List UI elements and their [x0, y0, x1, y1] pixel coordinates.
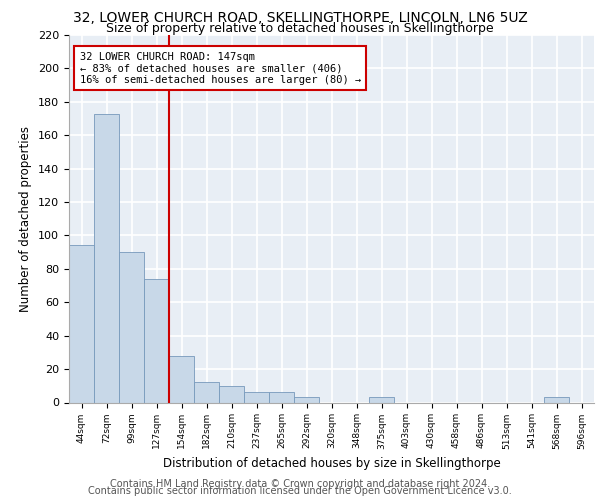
Text: 32, LOWER CHURCH ROAD, SKELLINGTHORPE, LINCOLN, LN6 5UZ: 32, LOWER CHURCH ROAD, SKELLINGTHORPE, L…: [73, 11, 527, 25]
Text: 32 LOWER CHURCH ROAD: 147sqm
← 83% of detached houses are smaller (406)
16% of s: 32 LOWER CHURCH ROAD: 147sqm ← 83% of de…: [79, 52, 361, 84]
Bar: [169, 356, 194, 403]
Bar: [244, 392, 269, 402]
Bar: [294, 398, 319, 402]
Bar: [119, 252, 144, 402]
Bar: [219, 386, 244, 402]
Text: Size of property relative to detached houses in Skellingthorpe: Size of property relative to detached ho…: [106, 22, 494, 35]
Text: Contains public sector information licensed under the Open Government Licence v3: Contains public sector information licen…: [88, 486, 512, 496]
X-axis label: Distribution of detached houses by size in Skellingthorpe: Distribution of detached houses by size …: [163, 457, 500, 470]
Bar: [544, 398, 569, 402]
Bar: [94, 114, 119, 403]
Y-axis label: Number of detached properties: Number of detached properties: [19, 126, 32, 312]
Bar: [194, 382, 219, 402]
Text: Contains HM Land Registry data © Crown copyright and database right 2024.: Contains HM Land Registry data © Crown c…: [110, 479, 490, 489]
Bar: [369, 398, 394, 402]
Bar: [144, 279, 169, 402]
Bar: [269, 392, 294, 402]
Bar: [69, 246, 94, 402]
